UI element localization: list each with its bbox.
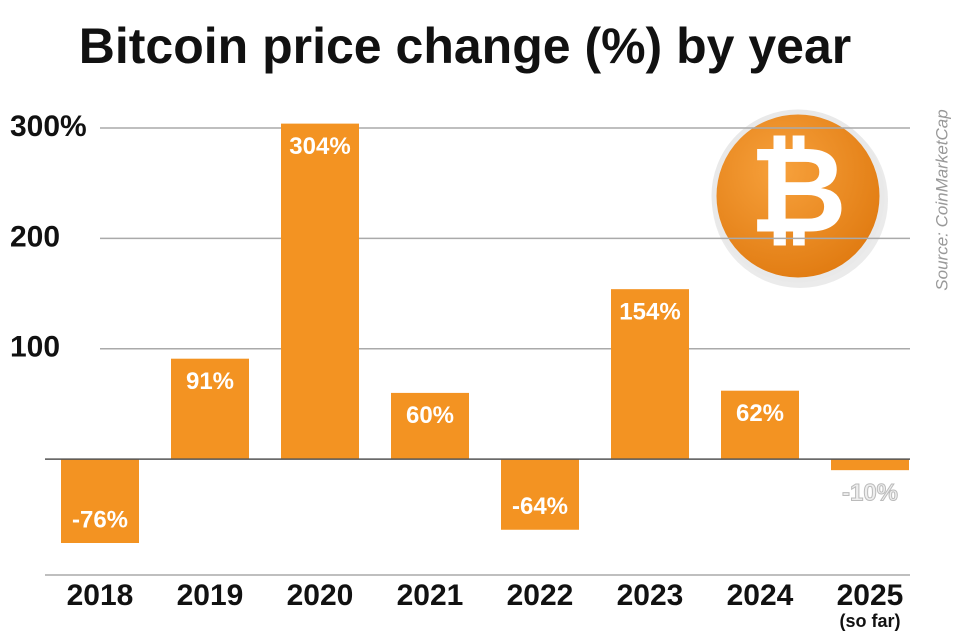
x-tick-label: 2019 (177, 579, 244, 612)
bar (171, 358, 249, 460)
bar (611, 289, 689, 460)
x-tick-label: 2024 (727, 579, 794, 612)
x-tick-label: 2018 (67, 579, 134, 612)
value-label: -76% (72, 506, 128, 533)
bitcoin-logo: ₿ (711, 109, 888, 288)
x-tick-label: 2022 (507, 579, 574, 612)
value-label: 154% (619, 299, 680, 326)
y-tick-label: 300% (10, 110, 87, 143)
value-label: 60% (406, 402, 454, 429)
bar (281, 123, 359, 460)
value-label: -10% (842, 480, 898, 507)
value-label: 304% (289, 133, 350, 160)
bar (61, 459, 139, 543)
bar (501, 459, 579, 530)
bar (721, 390, 799, 460)
value-label: 91% (186, 368, 234, 395)
logo-symbol: ₿ (749, 124, 847, 258)
x-tick-sublabel: (so far) (839, 611, 900, 631)
y-tick-label: 200 (10, 220, 60, 253)
bar (391, 392, 469, 460)
bar (831, 459, 909, 471)
chart-title: Bitcoin price change (%) by year (79, 18, 851, 74)
source: Source: CoinMarketCap (932, 109, 951, 290)
value-label: -64% (512, 493, 568, 520)
x-tick-label: 2021 (397, 579, 464, 612)
x-tick-label: 2025 (837, 579, 904, 612)
y-tick-label: 100 (10, 331, 60, 364)
x-tick-label: 2020 (287, 579, 354, 612)
x-tick-label: 2023 (617, 579, 684, 612)
value-label: 62% (736, 400, 784, 427)
